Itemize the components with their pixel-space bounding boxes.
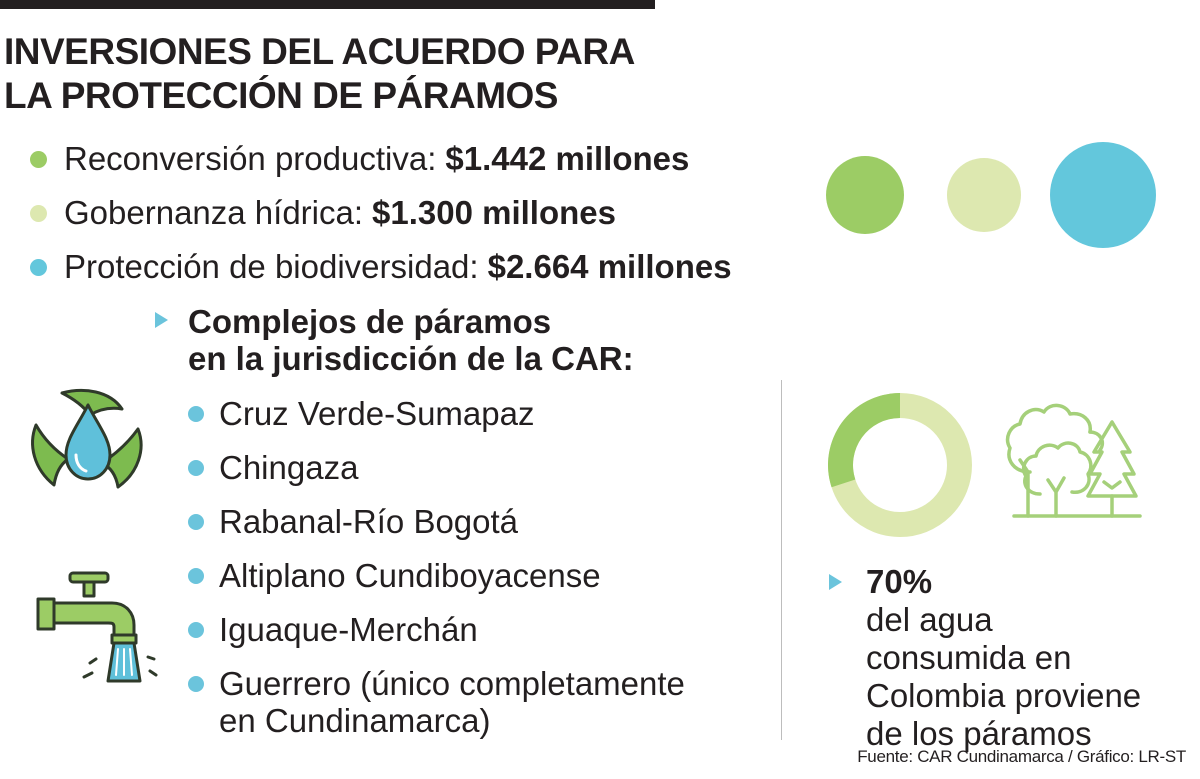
list-item-text: Altiplano Cundiboyacense	[219, 557, 601, 594]
water-stat-text: 70% del agua consumida en Colombia provi…	[866, 563, 1141, 753]
water-stat-line-4: de los páramos	[866, 715, 1092, 752]
complexes-heading-line-2: en la jurisdicción de la CAR:	[188, 340, 634, 377]
legend-marker-reconversion	[30, 150, 47, 168]
legend-item-gobernanza: Gobernanza hídrica: $1.300 millones	[30, 193, 616, 233]
triangle-bullet-icon	[829, 574, 842, 590]
donut-highlight-segment	[828, 393, 900, 488]
legend-amount-gobernanza: $1.300 millones	[372, 194, 616, 231]
legend-amount-reconversion: $1.442 millones	[445, 140, 690, 177]
list-item: Guerrero (único completamente en Cundinam…	[188, 665, 685, 739]
list-item-text-continued: en Cundinamarca)	[219, 702, 491, 739]
faucet-icon	[36, 571, 158, 683]
chart-title: INVERSIONES DEL ACUERDO PARA LA PROTECCI…	[4, 30, 635, 118]
source-credit: Fuente: CAR Cundinamarca / Gráfico: LR-S…	[857, 747, 1186, 766]
bullet-dot-icon	[188, 460, 204, 476]
top-rule	[0, 0, 655, 9]
water-drop-leaves-icon	[31, 388, 143, 489]
bullet-dot-icon	[188, 676, 204, 692]
bullet-dot-icon	[188, 568, 204, 584]
list-item: Cruz Verde-Sumapaz	[188, 395, 685, 432]
list-item-text: Rabanal-Río Bogotá	[219, 503, 519, 540]
list-item: Chingaza	[188, 449, 685, 486]
complexes-heading-line-1: Complejos de páramos	[188, 303, 552, 340]
legend-marker-biodiversidad	[30, 258, 47, 276]
water-stat-line-2: consumida en	[866, 639, 1072, 676]
bullet-dot-icon	[188, 514, 204, 530]
legend-marker-gobernanza	[30, 204, 47, 222]
bubble-2	[946, 157, 1022, 233]
list-item-text: Guerrero (único completamente	[219, 665, 685, 702]
legend-item-biodiversidad: Protección de biodiversidad: $2.664 mill…	[30, 247, 732, 287]
triangle-bullet-icon	[155, 312, 168, 328]
legend-label-reconversion: Reconversión productiva:	[64, 140, 437, 177]
bullet-dot-icon	[188, 406, 204, 422]
list-item: Rabanal-Río Bogotá	[188, 503, 685, 540]
bullet-dot-icon	[188, 622, 204, 638]
list-item-text: Iguaque-Merchán	[219, 611, 478, 648]
list-item-text: Cruz Verde-Sumapaz	[219, 395, 535, 432]
bubble-1	[826, 156, 904, 234]
water-stat-percent: 70%	[866, 563, 933, 600]
legend-item-reconversion: Reconversión productiva: $1.442 millones	[30, 139, 689, 179]
legend-label-biodiversidad: Protección de biodiversidad:	[64, 248, 479, 285]
water-stat-line-1: del agua	[866, 601, 993, 638]
list-item: Iguaque-Merchán	[188, 611, 685, 648]
trees-icon	[1005, 403, 1142, 518]
section-divider	[781, 380, 782, 740]
water-stat-line-3: Colombia proviene	[866, 677, 1142, 714]
complexes-heading: Complejos de páramos en la jurisdicción …	[188, 303, 634, 377]
bubble-chart	[826, 142, 1156, 248]
list-item: Altiplano Cundiboyacense	[188, 557, 685, 594]
complexes-list: Cruz Verde-Sumapaz Chingaza Rabanal-Río …	[188, 395, 685, 756]
donut-chart	[828, 393, 972, 537]
chart-title-line-1: INVERSIONES DEL ACUERDO PARA	[4, 31, 635, 72]
chart-title-line-2: LA PROTECCIÓN DE PÁRAMOS	[4, 75, 558, 116]
list-item-text: Chingaza	[219, 449, 359, 486]
legend-amount-biodiversidad: $2.664 millones	[487, 248, 732, 285]
legend-label-gobernanza: Gobernanza hídrica:	[64, 194, 364, 231]
bubble-3	[1050, 142, 1156, 248]
